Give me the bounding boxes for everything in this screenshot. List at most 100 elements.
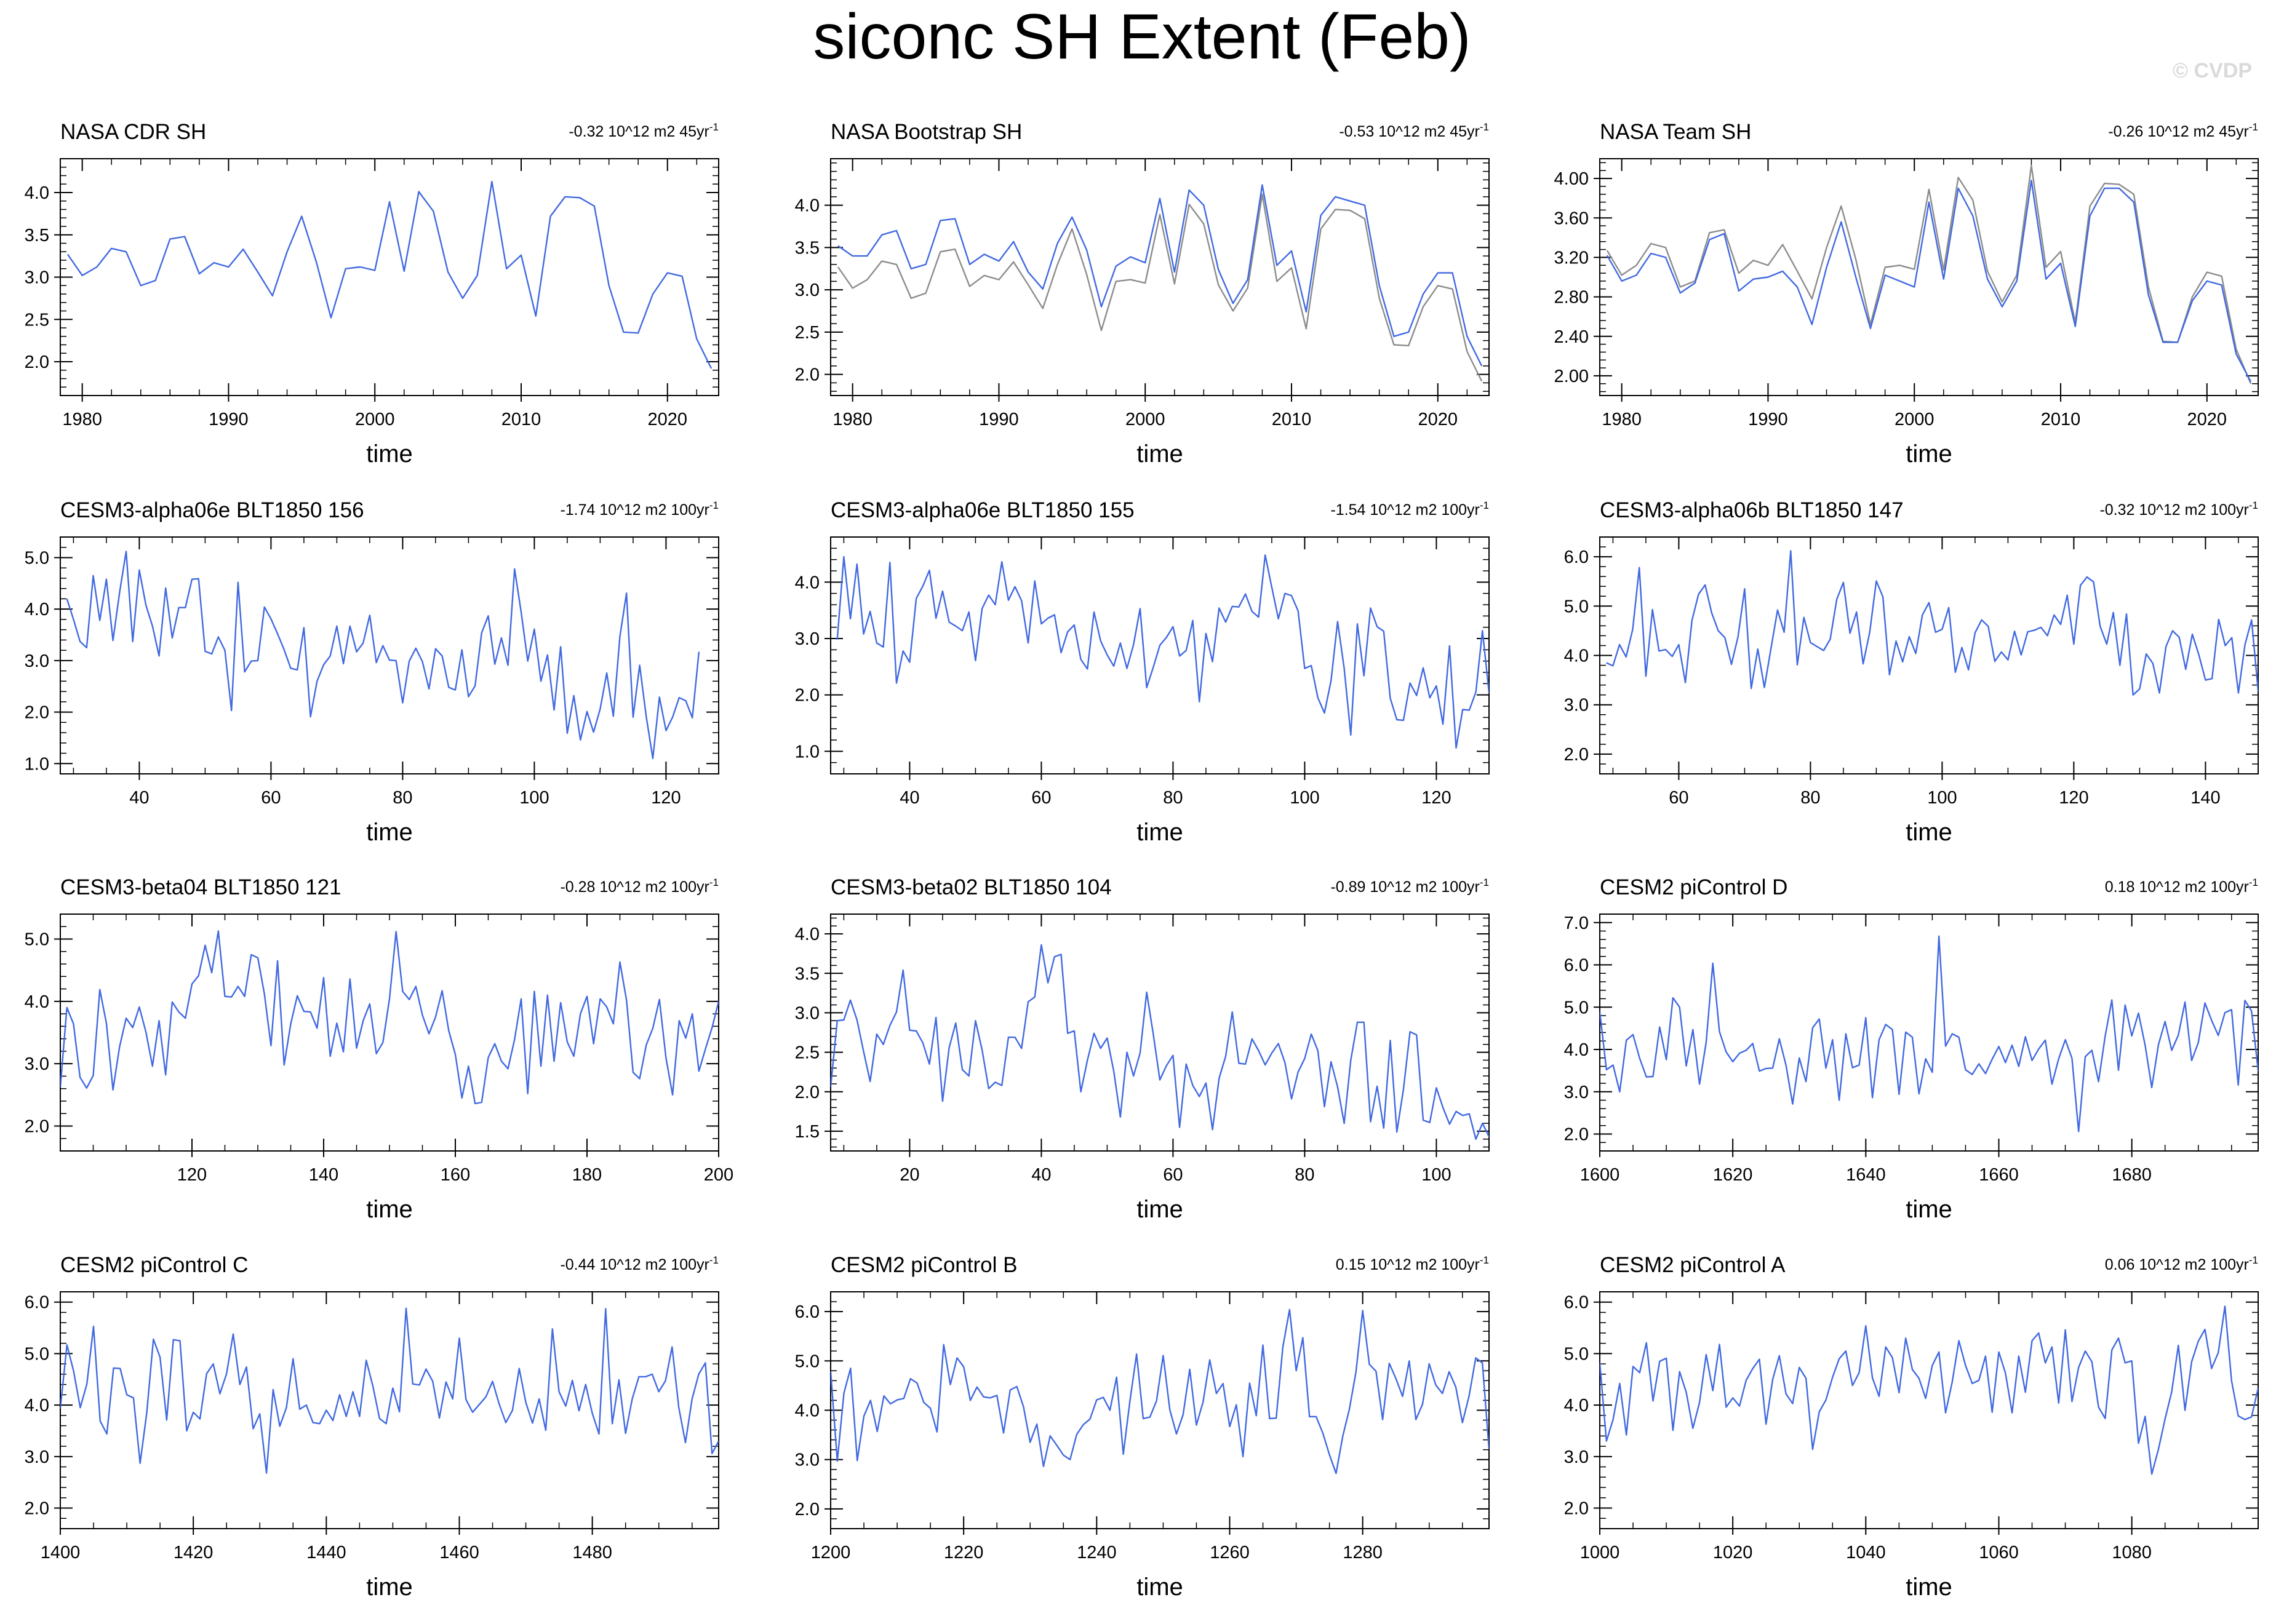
x-tick-label: 1620 xyxy=(1713,1165,1753,1185)
plot-frame xyxy=(1599,1291,2259,1529)
trend-label: 0.06 10^12 m2 100yr-1 xyxy=(2105,1254,2258,1273)
trend-superscript: -1 xyxy=(709,121,719,133)
x-tick-label: 2010 xyxy=(1272,410,1312,429)
x-tick-label: 1220 xyxy=(944,1543,984,1562)
x-tick-label: 20 xyxy=(900,1165,919,1185)
y-tick-label: 4.0 xyxy=(795,196,820,216)
x-tick-label: 60 xyxy=(1163,1165,1183,1185)
trend-superscript: -1 xyxy=(1480,1254,1489,1266)
x-tick-label: 60 xyxy=(1031,788,1051,808)
x-tick-label: 2020 xyxy=(648,410,688,429)
x-tick-label: 1440 xyxy=(306,1543,346,1562)
panel-title: CESM3-alpha06b BLT1850 147 xyxy=(1600,498,1904,522)
trend-label: 0.18 10^12 m2 100yr-1 xyxy=(2105,877,2258,896)
y-tick-label: 2.0 xyxy=(1564,745,1589,765)
y-tick-label: 2.40 xyxy=(1554,327,1589,347)
x-tick-label: 1000 xyxy=(1580,1543,1620,1562)
panel-title: CESM2 piControl A xyxy=(1600,1253,1786,1277)
y-tick-label: 3.0 xyxy=(795,1003,820,1023)
y-tick-label: 2.5 xyxy=(795,323,820,343)
plot-frame xyxy=(60,1291,719,1529)
trend-label: 0.15 10^12 m2 100yr-1 xyxy=(1336,1254,1489,1273)
y-tick-label: 4.0 xyxy=(1564,1396,1589,1415)
y-tick-label: 3.0 xyxy=(25,1054,49,1074)
copyright-watermark: © CVDP xyxy=(2173,59,2252,82)
panel-title: CESM3-alpha06e BLT1850 155 xyxy=(831,498,1135,522)
panel-6: CESM3-alpha06b BLT1850 147 -0.32 10^12 m2… xyxy=(1564,498,2259,846)
x-tick-label: 140 xyxy=(2190,788,2220,808)
y-tick-label: 4.0 xyxy=(25,183,49,203)
panel-9: CESM2 piControl D 0.18 10^12 m2 100yr-1 16… xyxy=(1564,875,2259,1223)
trend-superscript: -1 xyxy=(1480,500,1489,511)
y-tick-label: 2.0 xyxy=(1564,1125,1589,1145)
trend-superscript: -1 xyxy=(1480,877,1489,888)
panel-4: CESM3-alpha06e BLT1850 156 -1.74 10^12 m2… xyxy=(25,498,719,846)
x-axis-label: time xyxy=(1136,1574,1183,1601)
x-tick-label: 100 xyxy=(1290,788,1319,808)
trend-superscript: -1 xyxy=(709,1254,719,1266)
x-axis-label: time xyxy=(1906,1574,1952,1601)
x-tick-label: 1480 xyxy=(572,1543,612,1562)
y-tick-label: 5.0 xyxy=(25,548,49,568)
series-line-nasa-cdr xyxy=(1606,165,2252,384)
y-tick-label: 6.0 xyxy=(1564,956,1589,976)
y-tick-label: 3.5 xyxy=(25,226,49,245)
panel-11: CESM2 piControl B 0.15 10^12 m2 100yr-1 12… xyxy=(795,1253,1490,1601)
trend-value: 0.18 10^12 m2 100yr xyxy=(2105,878,2249,896)
y-tick-label: 5.0 xyxy=(1564,1344,1589,1364)
trend-label: -0.32 10^12 m2 45yr-1 xyxy=(569,121,719,140)
x-tick-label: 1040 xyxy=(1846,1543,1886,1562)
x-tick-label: 1980 xyxy=(1602,410,1642,429)
y-tick-label: 3.0 xyxy=(25,651,49,671)
y-tick-label: 4.0 xyxy=(795,1401,820,1421)
x-axis-label: time xyxy=(1906,1196,1952,1223)
x-tick-label: 1990 xyxy=(979,410,1019,429)
y-tick-label: 2.0 xyxy=(25,1499,49,1519)
trend-value: 0.06 10^12 m2 100yr xyxy=(2105,1256,2249,1273)
trend-value: -1.54 10^12 m2 100yr xyxy=(1330,501,1479,519)
y-tick-label: 2.0 xyxy=(25,352,49,372)
trend-superscript: -1 xyxy=(2249,1254,2258,1266)
panel-title: CESM2 piControl B xyxy=(831,1253,1017,1277)
series-line-nasa-cdr xyxy=(66,180,713,369)
y-tick-label: 2.0 xyxy=(795,365,820,385)
y-tick-label: 6.0 xyxy=(1564,1293,1589,1313)
series-line-model xyxy=(836,554,1489,749)
y-tick-label: 2.0 xyxy=(795,686,820,706)
plot-frame xyxy=(830,536,1490,774)
x-tick-label: 1240 xyxy=(1077,1543,1117,1562)
x-tick-label: 80 xyxy=(1163,788,1183,808)
trend-value: -0.53 10^12 m2 45yr xyxy=(1339,123,1480,140)
x-axis-label: time xyxy=(1906,440,1952,468)
y-tick-label: 2.0 xyxy=(795,1500,820,1519)
y-tick-label: 3.0 xyxy=(795,629,820,649)
trend-label: -0.53 10^12 m2 45yr-1 xyxy=(1339,121,1489,140)
x-axis-label: time xyxy=(366,819,413,846)
x-tick-label: 180 xyxy=(572,1165,602,1185)
x-tick-label: 100 xyxy=(519,788,549,808)
x-tick-label: 80 xyxy=(1295,1165,1314,1185)
x-axis-label: time xyxy=(366,1574,413,1601)
panel-12: CESM2 piControl A 0.06 10^12 m2 100yr-1 10… xyxy=(1564,1253,2259,1601)
x-tick-label: 40 xyxy=(129,788,149,808)
x-tick-label: 120 xyxy=(177,1165,207,1185)
y-tick-label: 4.0 xyxy=(795,925,820,944)
x-tick-label: 1020 xyxy=(1713,1543,1753,1562)
x-tick-label: 1080 xyxy=(2112,1543,2152,1562)
trend-label: -0.26 10^12 m2 45yr-1 xyxy=(2108,121,2258,140)
y-tick-label: 4.0 xyxy=(1564,647,1589,666)
y-tick-label: 6.0 xyxy=(1564,547,1589,567)
x-axis-label: time xyxy=(1136,819,1183,846)
series-line-model xyxy=(66,551,700,760)
panel-8: CESM3-beta02 BLT1850 104 -0.89 10^12 m2 1… xyxy=(795,875,1490,1223)
y-tick-label: 5.0 xyxy=(1564,998,1589,1017)
x-tick-label: 1640 xyxy=(1846,1165,1886,1185)
y-tick-label: 2.0 xyxy=(25,1116,49,1136)
y-tick-label: 1.0 xyxy=(25,754,49,774)
panel-1: NASA CDR SH -0.32 10^12 m2 45yr-1 1980 1990… xyxy=(25,120,719,468)
trend-value: -0.32 10^12 m2 45yr xyxy=(569,123,709,140)
y-tick-label: 3.0 xyxy=(1564,1083,1589,1102)
plot-frame xyxy=(830,914,1490,1152)
y-tick-label: 5.0 xyxy=(25,930,49,950)
